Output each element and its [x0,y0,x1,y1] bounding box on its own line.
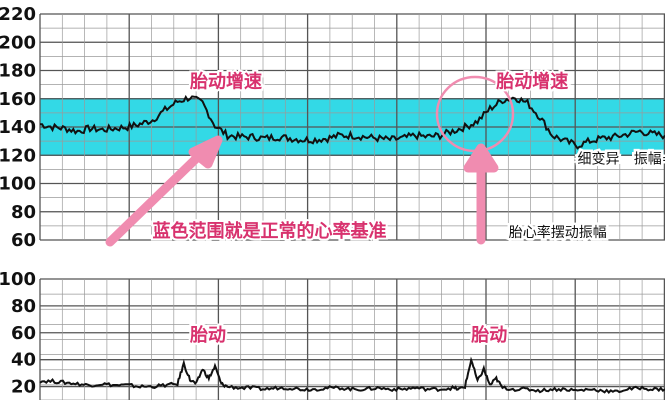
fetal-heart-rate-panel: 220 200 180 160 140 120 100 80 60 胎动增速 胎动增速蓝色范围就是正… [0,4,665,251]
y-tick-label: 80 [11,202,36,223]
y-tick-label: 80 [11,296,36,317]
annotation-label: 胎动增速 [190,70,262,92]
y-tick-label: 100 [0,269,36,290]
y-tick-label: 120 [0,145,36,166]
y-tick-label: 200 [0,32,36,53]
y-tick-label: 180 [0,61,36,82]
trace-line [39,356,665,394]
y-tick-label: 40 [11,350,36,371]
annotation-label: 胎动 [190,324,226,346]
annotation-label: 胎动增速 [496,70,568,92]
y-tick-label: 140 [0,117,36,138]
arrow-to-amplitude [463,143,499,245]
trace-line [40,94,665,150]
y-tick-label: 60 [11,323,36,344]
y-tick-label: 100 [0,174,36,195]
arrow-to-band [105,135,223,247]
annotation-label: 胎动 [471,324,507,346]
annotation-label: 细变异 [578,152,620,168]
y-tick-label: 160 [0,89,36,110]
annotation-label: 振幅= [634,152,665,168]
y-tick-label: 60 [11,230,36,251]
annotation-label: 胎心率摆动振幅 [509,224,607,241]
y-tick-label: 20 [11,377,36,398]
uterine-contraction-panel: 100 80 60 40 20 胎动 胎动 [0,269,665,400]
annotation-label: 蓝色范围就是正常的心率基准 [153,220,387,242]
y-tick-label: 220 [0,4,36,25]
